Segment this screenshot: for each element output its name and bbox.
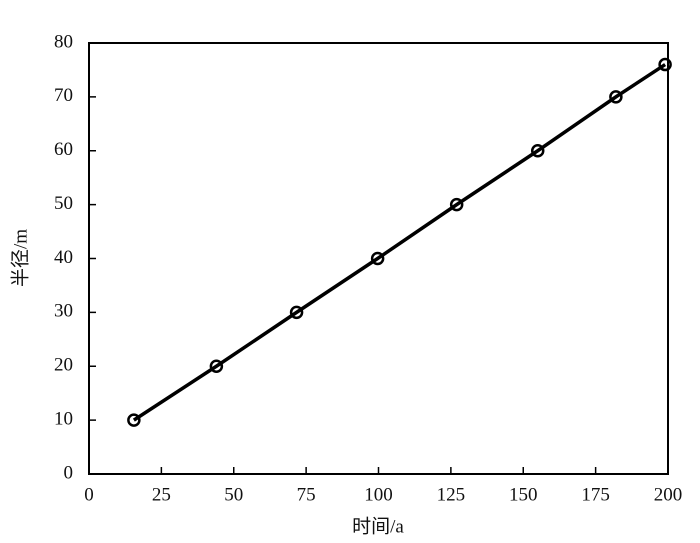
y-tick-label: 40 bbox=[54, 247, 73, 268]
x-tick-label: 50 bbox=[224, 484, 243, 505]
data-point bbox=[449, 197, 464, 212]
x-tick-label: 125 bbox=[437, 484, 466, 505]
data-point bbox=[127, 413, 141, 427]
y-axis-label: 半径/m bbox=[9, 229, 31, 287]
y-tick-label: 0 bbox=[64, 462, 74, 483]
data-point bbox=[530, 144, 545, 158]
x-tick-label: 25 bbox=[152, 484, 171, 505]
y-tick-label: 80 bbox=[54, 31, 73, 52]
x-tick-label: 175 bbox=[581, 484, 610, 505]
y-tick-label: 70 bbox=[54, 85, 73, 106]
data-point bbox=[209, 359, 224, 373]
x-axis-label: 时间/a bbox=[352, 515, 404, 537]
y-tick-label: 20 bbox=[54, 355, 73, 376]
data-line bbox=[132, 63, 667, 422]
data-point bbox=[370, 251, 385, 266]
data-point bbox=[658, 57, 672, 72]
x-tick-label: 100 bbox=[364, 484, 393, 505]
x-tick-label: 0 bbox=[84, 484, 94, 505]
x-tick-label: 150 bbox=[509, 484, 538, 505]
data-point bbox=[289, 305, 304, 320]
y-tick-label: 10 bbox=[54, 408, 73, 429]
x-tick-label: 200 bbox=[654, 484, 683, 505]
y-tick-label: 60 bbox=[54, 139, 73, 160]
data-point bbox=[609, 90, 623, 104]
y-tick-label: 50 bbox=[54, 193, 73, 214]
x-tick-label: 75 bbox=[297, 484, 316, 505]
y-tick-label: 30 bbox=[54, 301, 73, 322]
